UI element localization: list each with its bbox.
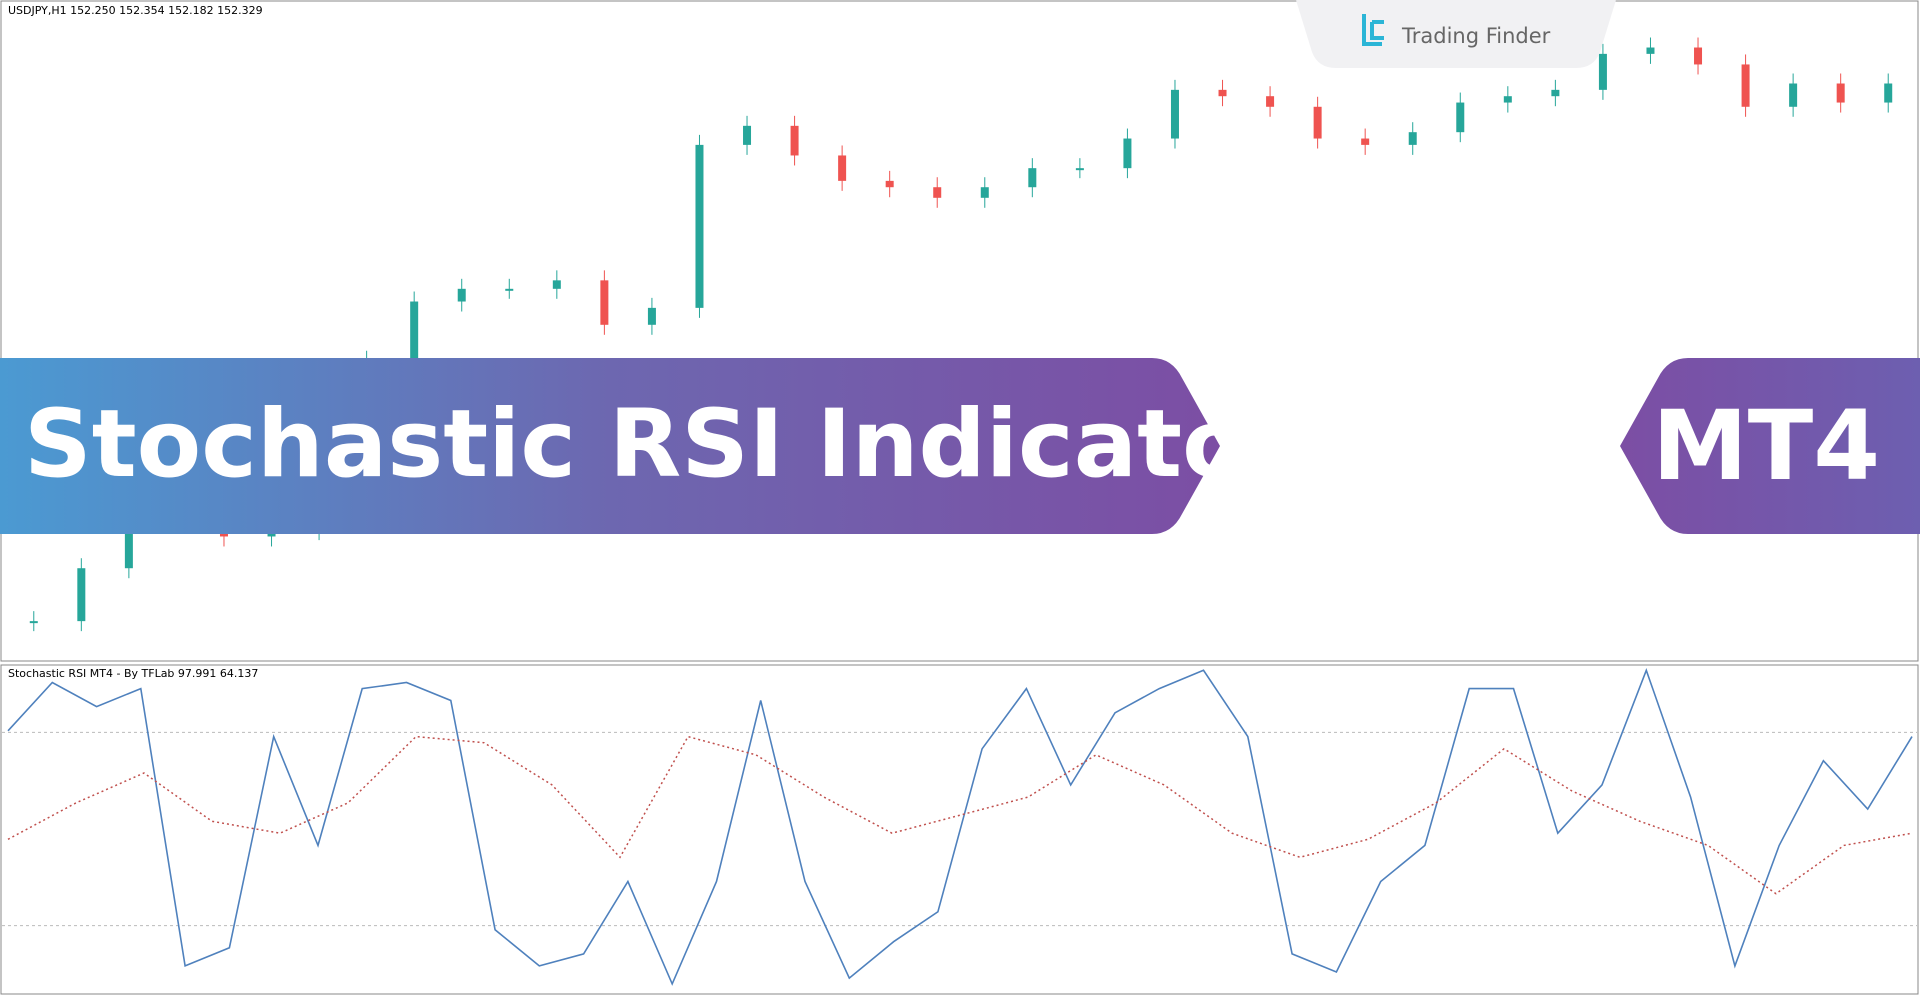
candle-body xyxy=(1361,138,1370,145)
candle-body xyxy=(1789,83,1798,107)
candle-body xyxy=(1170,89,1179,139)
candle-body xyxy=(1075,168,1084,171)
candle-body xyxy=(1313,106,1322,139)
candle-body xyxy=(410,301,419,361)
price-chart xyxy=(29,37,1893,632)
candle-body xyxy=(1836,83,1845,103)
candle-body xyxy=(1741,64,1750,107)
candle-body xyxy=(124,519,133,569)
indicator-line xyxy=(7,735,1913,895)
banner-badge: MT4 xyxy=(1652,390,1880,502)
indicator-line xyxy=(7,667,1913,986)
candle-body xyxy=(1694,47,1703,65)
banner-title: Stochastic RSI Indicator xyxy=(24,390,1294,499)
candle-body xyxy=(600,280,609,325)
candle-body xyxy=(790,125,799,156)
brand-name: Trading Finder xyxy=(1401,24,1551,48)
candle-body xyxy=(695,144,704,308)
candle-body xyxy=(980,187,989,198)
candle-body xyxy=(1123,138,1132,169)
candle-body xyxy=(933,187,942,198)
symbol-info: USDJPY,H1 152.250 152.354 152.182 152.32… xyxy=(8,4,263,17)
candle-body xyxy=(1028,168,1037,188)
candle-body xyxy=(1646,47,1655,54)
candle-body xyxy=(1884,83,1893,103)
candle-body xyxy=(77,568,86,622)
candle-body xyxy=(1408,132,1417,145)
badge-banner xyxy=(1620,358,1920,534)
title-banner xyxy=(0,358,1220,534)
brand-logo xyxy=(1362,14,1384,46)
candle-body xyxy=(1456,102,1465,133)
candle-body xyxy=(838,155,847,181)
candle-body xyxy=(552,280,561,289)
candle-body xyxy=(1266,96,1275,107)
candle-body xyxy=(1598,53,1607,90)
candle-body xyxy=(647,307,656,325)
candle-body xyxy=(1551,89,1560,97)
candle-body xyxy=(885,180,894,188)
candle-body xyxy=(457,288,466,302)
candle-body xyxy=(1218,89,1227,97)
candle-body xyxy=(29,621,38,624)
brand-tab xyxy=(1296,0,1616,68)
indicator-panel xyxy=(0,664,1919,995)
price-panel xyxy=(0,0,1919,662)
candle-body xyxy=(505,288,514,291)
indicator-chart xyxy=(2,667,1917,986)
indicator-label: Stochastic RSI MT4 - By TFLab 97.991 64.… xyxy=(8,667,258,680)
candle-body xyxy=(1503,96,1512,103)
candle-body xyxy=(743,125,752,145)
